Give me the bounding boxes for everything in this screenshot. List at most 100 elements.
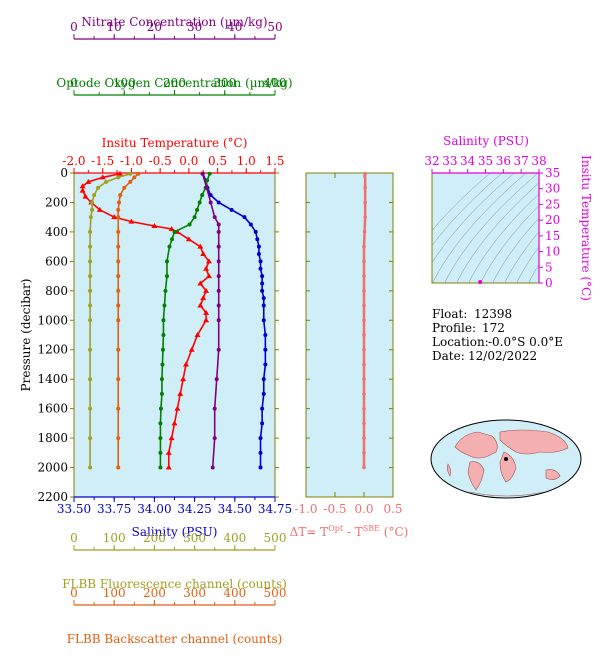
temperature-point	[79, 187, 86, 193]
salinity-point	[216, 200, 221, 205]
backscatter-point	[116, 436, 121, 441]
fluorescence-point	[88, 288, 93, 293]
temperature-point	[111, 214, 118, 220]
salinity-point	[261, 303, 266, 308]
temperature-point	[99, 174, 106, 180]
location-label: Location:	[432, 335, 489, 349]
nitrate-tick-label: 10	[107, 20, 122, 34]
backscatter-point	[118, 193, 123, 198]
profile-label: Profile:	[432, 321, 476, 335]
delta-point	[362, 303, 366, 308]
temperature-point	[205, 273, 212, 279]
float-value: 12398	[474, 307, 512, 321]
fluorescence-point	[88, 318, 93, 323]
svg-text:Location:-0.0°S 0.0°E: Location:-0.0°S 0.0°E	[432, 335, 563, 349]
oxygen-point	[172, 229, 177, 234]
delta-point	[362, 362, 366, 367]
salinity-point	[261, 377, 266, 382]
ts-ytick-label: 5	[545, 260, 553, 274]
backscatter-point	[116, 259, 121, 264]
delta-point	[362, 289, 366, 293]
oxygen-point	[205, 178, 210, 183]
nitrate-tick-label: 0	[70, 20, 78, 34]
backscatter-tick-label: 100	[103, 586, 126, 600]
delta-point	[362, 259, 366, 264]
backscatter-point	[116, 465, 121, 470]
ts-contour	[596, 163, 609, 293]
oxygen-point	[161, 333, 166, 337]
nitrate-point	[216, 229, 221, 234]
backscatter-point	[116, 274, 121, 279]
backscatter-point	[116, 406, 121, 411]
delta-point	[362, 274, 366, 278]
temperature-point	[203, 309, 210, 315]
temperature-point	[168, 225, 175, 231]
svg-text:Profile:172: Profile: 172	[432, 321, 505, 335]
float-info: Float: 12398 Profile: 172 Location:-0.0°S …	[432, 307, 563, 363]
fluorescence-point	[116, 175, 121, 180]
delta-point	[362, 421, 366, 426]
temperature-point	[96, 206, 103, 212]
oxygen-point	[159, 377, 164, 382]
oxygen-axis-label: Optode Oxygen Concentration (µm/kg)	[56, 76, 292, 90]
profile-value: 172	[482, 321, 505, 335]
ts-contour	[456, 182, 539, 283]
ts-panel	[431, 172, 540, 284]
ts-ytick-label: 20	[545, 213, 560, 227]
temperature-point	[174, 405, 181, 411]
salinity-point	[256, 252, 261, 256]
salinity-point	[263, 347, 268, 352]
temperature-point	[165, 449, 172, 455]
nitrate-point	[200, 171, 205, 176]
temperature-tick-label: 1.0	[237, 154, 256, 168]
backscatter-point	[132, 175, 137, 180]
oxygen-point	[164, 259, 169, 264]
ts-xtick-label: 38	[531, 154, 546, 168]
salinity-tick-label: 33.50	[57, 502, 91, 516]
pressure-tick-label: 1000	[37, 313, 68, 327]
backscatter-tick-label: 400	[223, 586, 246, 600]
backscatter-point	[116, 377, 121, 382]
oxygen-point	[163, 288, 168, 293]
salinity-point	[242, 215, 247, 220]
nitrate-point	[204, 185, 209, 190]
temperature-tick-label: -2.0	[62, 154, 85, 168]
ts-x-axis-label: Salinity (PSU)	[443, 134, 529, 148]
salinity-point	[253, 229, 258, 234]
fluorescence-point	[96, 185, 101, 190]
ts-ytick-label: 0	[545, 276, 553, 290]
temperature-point	[200, 295, 207, 301]
temperature-point	[182, 361, 189, 367]
pressure-tick-label: 1800	[37, 431, 68, 445]
salinity-tick-label: 33.75	[97, 502, 131, 516]
ts-contour	[432, 173, 503, 247]
pressure-tick-label: 400	[45, 225, 68, 239]
nitrate-point	[216, 347, 221, 352]
oxygen-tick-label: 400	[264, 76, 287, 90]
nitrate-point	[214, 377, 219, 382]
salinity-point	[258, 259, 263, 264]
fluorescence-point	[90, 207, 95, 212]
temperature-point	[203, 265, 210, 271]
fluorescence-tick-label: 0	[70, 531, 78, 545]
date-value: 12/02/2022	[468, 349, 537, 363]
ts-contour	[504, 231, 539, 283]
pressure-tick-label: 1600	[37, 402, 68, 416]
pressure-axis-label: Pressure (decibar)	[19, 279, 33, 392]
salinity-point	[263, 333, 268, 337]
backscatter-point	[116, 288, 121, 293]
temperature-axis-label: Insitu Temperature (°C)	[102, 136, 248, 150]
delta-point	[362, 244, 366, 249]
pressure-tick-label: 0	[60, 166, 68, 180]
ts-ytick-label: 30	[545, 182, 560, 196]
pressure-tick-label: 200	[45, 195, 68, 209]
fluorescence-tick-label: 500	[264, 531, 287, 545]
delta-point	[362, 318, 366, 323]
delta-point	[362, 465, 366, 470]
ts-xtick-label: 36	[496, 154, 511, 168]
backscatter-tick-label: 300	[183, 586, 206, 600]
delta-point	[363, 215, 367, 219]
delta-point	[362, 451, 366, 455]
